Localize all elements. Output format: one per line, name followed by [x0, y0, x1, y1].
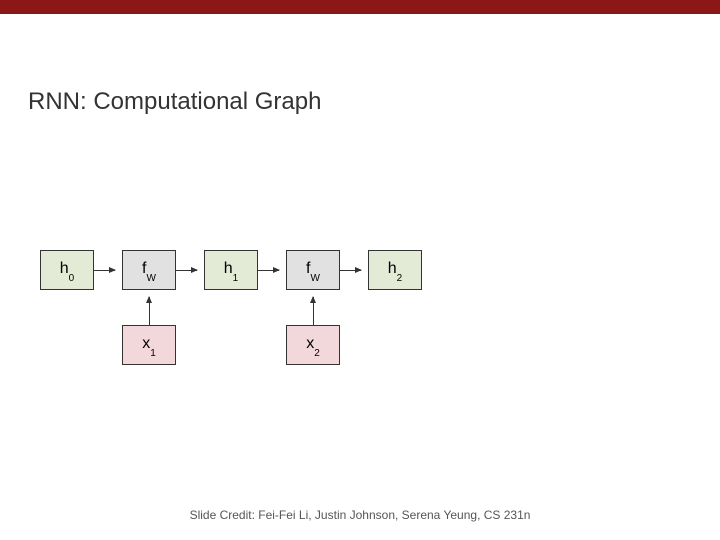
arrow-h1-fw2 — [258, 270, 279, 271]
arrow-fw2-h2 — [340, 270, 361, 271]
arrow-fw1-h1 — [176, 270, 197, 271]
node-label: x1 — [142, 335, 156, 355]
node-h2: h2 — [368, 250, 422, 290]
node-fw1: fW — [122, 250, 176, 290]
node-label: h0 — [60, 260, 74, 280]
node-fw2: fW — [286, 250, 340, 290]
arrow-x2-fw2 — [313, 297, 314, 325]
node-x2: x2 — [286, 325, 340, 365]
node-label: fW — [306, 260, 320, 280]
arrow-h0-fw1 — [94, 270, 115, 271]
top-bar — [0, 0, 720, 14]
slide-credit: Slide Credit: Fei-Fei Li, Justin Johnson… — [0, 508, 720, 522]
slide-title: RNN: Computational Graph — [28, 88, 321, 116]
node-h1: h1 — [204, 250, 258, 290]
node-label: h2 — [388, 260, 402, 280]
node-x1: x1 — [122, 325, 176, 365]
node-h0: h0 — [40, 250, 94, 290]
node-label: h1 — [224, 260, 238, 280]
node-label: x2 — [306, 335, 320, 355]
node-label: fW — [142, 260, 156, 280]
arrow-x1-fw1 — [149, 297, 150, 325]
